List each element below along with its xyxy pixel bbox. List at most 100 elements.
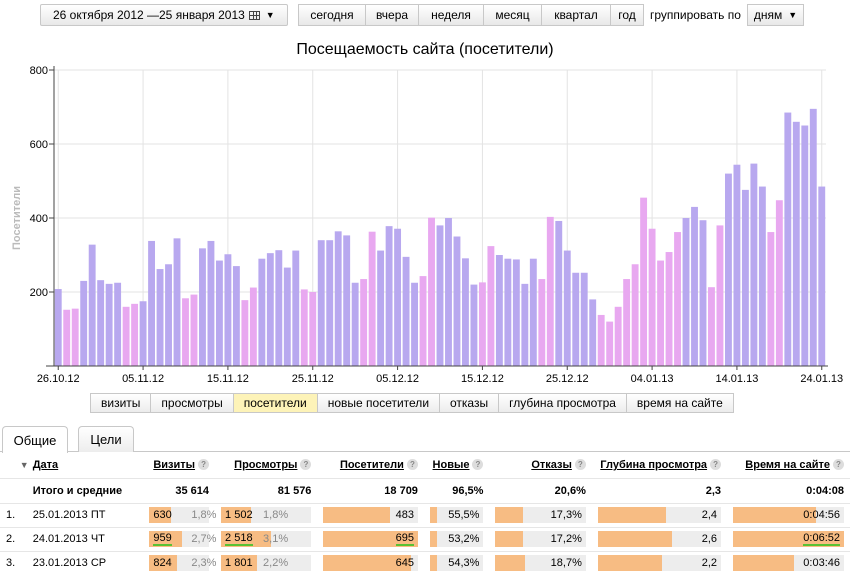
chart-bar[interactable] [351,282,359,366]
chart-bar[interactable] [334,231,342,366]
chart-bar[interactable] [148,240,156,366]
chart-bar[interactable] [470,284,478,366]
date-range-picker[interactable]: 26 октября 2012 —25 января 2013 ▼ [40,4,288,26]
chart-bar[interactable] [249,287,257,366]
chart-bar[interactable] [105,283,113,366]
chart-bar[interactable] [241,300,249,366]
chart-bar[interactable] [767,232,775,366]
chart-bar[interactable] [453,236,461,367]
header-bounces[interactable]: Отказы? [489,452,591,478]
chart-bar[interactable] [809,108,817,366]
chart-bar[interactable] [402,256,410,366]
chart-bar[interactable] [462,258,469,366]
metric-tab-visits[interactable]: визиты [90,393,151,413]
header-views[interactable]: Просмотры? [215,452,317,478]
chart-bar[interactable] [614,306,622,366]
metric-tab-new-visitors[interactable]: новые посетители [316,393,440,413]
chart-bar[interactable] [385,226,393,366]
chart-bar[interactable] [377,250,385,366]
chart-bar[interactable] [495,255,503,366]
chart-bar[interactable] [300,289,308,366]
chart-bar[interactable] [589,299,597,366]
chart-bar[interactable] [326,240,334,366]
chart-bar[interactable] [419,276,427,366]
chart-bar[interactable] [224,254,232,366]
chart-bar[interactable] [292,250,300,366]
chart-bar[interactable] [215,260,223,366]
chart-bar[interactable] [699,220,707,366]
chart-bar[interactable] [122,306,130,366]
help-icon[interactable]: ? [300,459,312,471]
chart-bar[interactable] [512,259,520,366]
chart-bar[interactable] [114,282,122,366]
table-row[interactable]: 1. 25.01.2013 ПТ 630 1,8% 1 502 1,8% 483 55,5% 1… [0,502,850,527]
chart-bar[interactable] [555,220,563,366]
chart-bar[interactable] [445,218,452,366]
chart-bar[interactable] [182,298,189,366]
header-new[interactable]: Новые? [424,452,490,478]
chart-bar[interactable] [665,252,673,366]
chart-bar[interactable] [54,289,62,366]
chart-bar[interactable] [640,197,648,366]
chart-bar[interactable] [266,253,274,366]
chart-bar[interactable] [97,280,105,366]
chart-bar[interactable] [368,231,376,366]
chart-bar[interactable] [258,258,266,366]
period-year-button[interactable]: год [610,4,644,26]
chart-bar[interactable] [139,301,147,366]
header-depth[interactable]: Глубина просмотра? [592,452,727,478]
chart-bar[interactable] [818,186,826,366]
metric-tab-depth[interactable]: глубина просмотра [498,393,626,413]
chart-bar[interactable] [563,250,571,366]
chart-bar[interactable] [691,206,698,366]
table-row[interactable]: 2. 24.01.2013 ЧТ 959 2,7% 2 518 3,1% 695 53,2% 1… [0,526,850,551]
chart-bar[interactable] [88,244,96,366]
chart-bar[interactable] [631,264,639,366]
period-week-button[interactable]: неделя [418,4,483,26]
chart-bar[interactable] [309,292,317,366]
chart-bar[interactable] [741,189,749,366]
chart-bar[interactable] [317,240,325,366]
chart-bar[interactable] [708,287,715,366]
chart-bar[interactable] [521,283,529,366]
chart-bar[interactable] [606,321,614,366]
chart-bar[interactable] [156,269,164,366]
chart-bar[interactable] [63,309,71,366]
chart-bar[interactable] [71,308,79,366]
chart-bar[interactable] [572,272,580,366]
chart-bar[interactable] [648,228,656,366]
help-icon[interactable]: ? [472,459,484,471]
chart-bar[interactable] [546,216,554,366]
period-yesterday-button[interactable]: вчера [365,4,418,26]
table-row[interactable]: 3. 23.01.2013 СР 824 2,3% 1 801 2,2% 645 54,3% 1… [0,550,850,575]
chart-bar[interactable] [792,121,800,366]
chart-bar[interactable] [733,164,741,366]
chart-bar[interactable] [131,303,139,366]
chart-bar[interactable] [199,248,206,366]
chart-bar[interactable] [283,267,291,366]
chart-bar[interactable] [504,258,512,366]
chart-bar[interactable] [487,246,495,366]
chart-bar[interactable] [784,112,792,366]
chart-bar[interactable] [411,282,418,366]
chart-bar[interactable] [173,238,181,366]
chart-bar[interactable] [758,186,766,366]
chart-bar[interactable] [394,228,402,366]
chart-bar[interactable] [801,125,809,367]
chart-bar[interactable] [597,314,605,366]
chart-bar[interactable] [478,282,486,366]
header-time[interactable]: Время на сайте? [727,452,850,478]
period-quarter-button[interactable]: квартал [541,4,610,26]
help-icon[interactable]: ? [406,459,418,471]
help-icon[interactable]: ? [710,459,722,471]
chart-bar[interactable] [343,235,351,366]
chart-bar[interactable] [529,258,537,366]
chart-bar[interactable] [207,240,215,366]
chart-bar[interactable] [360,279,368,366]
chart-bar[interactable] [80,280,88,366]
metric-tab-visitors[interactable]: посетители [232,393,317,413]
header-date[interactable]: Дата [32,458,59,471]
period-month-button[interactable]: месяц [483,4,541,26]
chart-bar[interactable] [165,264,172,366]
chart-bar[interactable] [275,250,283,366]
